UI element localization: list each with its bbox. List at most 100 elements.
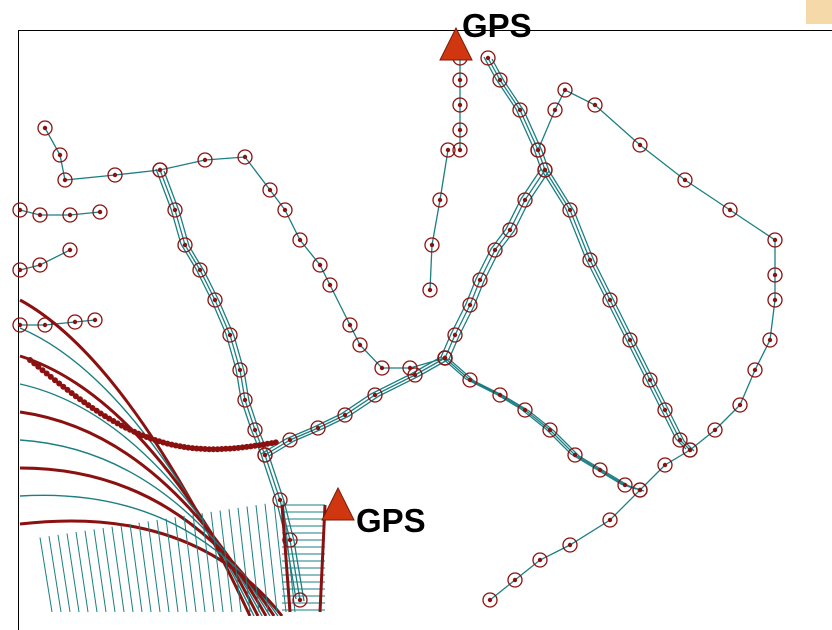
- survey-point-icon: [517, 402, 533, 418]
- survey-point-center: [315, 425, 321, 431]
- survey-point-icon: [232, 362, 248, 378]
- survey-point-center: [60, 383, 67, 390]
- survey-point-center: [522, 407, 528, 413]
- survey-point-icon: [32, 207, 48, 223]
- survey-point-center: [437, 197, 443, 203]
- traverse-line: [20, 319, 96, 326]
- survey-point-center: [17, 322, 23, 328]
- survey-point-icon: [592, 462, 608, 478]
- survey-point-center: [457, 102, 463, 108]
- survey-point-icon: [657, 457, 673, 473]
- survey-point-center: [445, 147, 451, 153]
- survey-point-icon: [342, 317, 358, 333]
- survey-point-center: [242, 397, 248, 403]
- survey-point-icon: [197, 152, 213, 168]
- survey-point-center: [457, 127, 463, 133]
- survey-point-icon: [262, 182, 278, 198]
- survey-point-center: [442, 355, 448, 361]
- survey-point-icon: [462, 372, 478, 388]
- survey-point-center: [97, 209, 103, 215]
- hatch-line: [165, 518, 179, 613]
- survey-point-center: [727, 207, 733, 213]
- survey-point-center: [43, 370, 50, 377]
- survey-point-icon: [422, 282, 438, 298]
- survey-point-center: [662, 462, 668, 468]
- survey-point-icon: [310, 420, 326, 436]
- survey-point-center: [592, 102, 598, 108]
- survey-point-icon: [337, 407, 353, 423]
- hatch-line: [111, 526, 125, 613]
- survey-point-icon: [480, 50, 496, 66]
- survey-point-icon: [672, 432, 688, 448]
- survey-point-center: [412, 372, 418, 378]
- triangle-marker-icon: [321, 486, 355, 521]
- ladder-rail: [280, 504, 292, 613]
- survey-point-icon: [542, 422, 558, 438]
- survey-point-center: [597, 467, 603, 473]
- survey-point-icon: [677, 172, 693, 188]
- ladder-rail: [318, 504, 327, 613]
- survey-point-center: [467, 377, 473, 383]
- survey-point-center: [682, 177, 688, 183]
- survey-point-center: [537, 557, 543, 563]
- survey-point-center: [522, 197, 528, 203]
- survey-point-icon: [407, 367, 423, 383]
- survey-point-icon: [322, 277, 338, 293]
- traverse-line: [429, 149, 449, 291]
- traverse-line: [444, 357, 641, 491]
- survey-point-icon: [32, 257, 48, 273]
- survey-point-icon: [547, 102, 563, 118]
- hatch-line: [84, 530, 98, 613]
- survey-point-center: [497, 77, 503, 83]
- survey-point-icon: [374, 360, 390, 376]
- survey-point-center: [607, 297, 613, 303]
- survey-point-center: [327, 282, 333, 288]
- survey-point-center: [37, 212, 43, 218]
- survey-point-icon: [447, 327, 463, 343]
- hatch-line: [228, 509, 242, 613]
- traverse-line: [489, 89, 776, 601]
- hatch-line: [237, 507, 251, 613]
- hatch-line: [219, 510, 233, 613]
- survey-point-center: [767, 337, 773, 343]
- survey-map: GPS GPS: [12, 0, 832, 630]
- traverse-line: [444, 57, 546, 359]
- survey-point-icon: [237, 392, 253, 408]
- survey-point-center: [712, 427, 718, 433]
- hatch-line: [282, 500, 296, 613]
- survey-point-center: [517, 107, 523, 113]
- survey-point-icon: [567, 447, 583, 463]
- survey-point-center: [57, 152, 63, 158]
- survey-point-center: [567, 207, 573, 213]
- survey-point-center: [252, 427, 258, 433]
- road-edge-line: [540, 168, 687, 450]
- survey-point-center: [772, 237, 778, 243]
- survey-point-center: [535, 147, 541, 153]
- survey-point-center: [27, 357, 33, 363]
- survey-point-icon: [207, 292, 223, 308]
- survey-point-icon: [12, 317, 28, 333]
- survey-point-icon: [62, 207, 78, 223]
- hatch-line: [264, 503, 278, 613]
- corner-accent: [806, 0, 832, 24]
- survey-point-icon: [247, 422, 263, 438]
- survey-point-icon: [492, 387, 508, 403]
- survey-point-icon: [440, 142, 456, 158]
- survey-point-center: [342, 412, 348, 418]
- survey-point-icon: [767, 267, 783, 283]
- survey-point-center: [287, 437, 293, 443]
- contour-line: [19, 383, 263, 616]
- survey-point-center: [662, 407, 668, 413]
- survey-point-center: [31, 360, 38, 367]
- survey-point-center: [42, 125, 48, 131]
- survey-point-icon: [292, 592, 308, 608]
- survey-point-center: [77, 396, 83, 403]
- survey-point-center: [467, 302, 473, 308]
- survey-point-center: [457, 147, 463, 153]
- survey-point-icon: [12, 262, 28, 278]
- survey-point-icon: [452, 72, 468, 88]
- survey-point-icon: [557, 82, 573, 98]
- survey-point-center: [572, 452, 578, 458]
- survey-point-icon: [57, 172, 73, 188]
- survey-point-icon: [767, 232, 783, 248]
